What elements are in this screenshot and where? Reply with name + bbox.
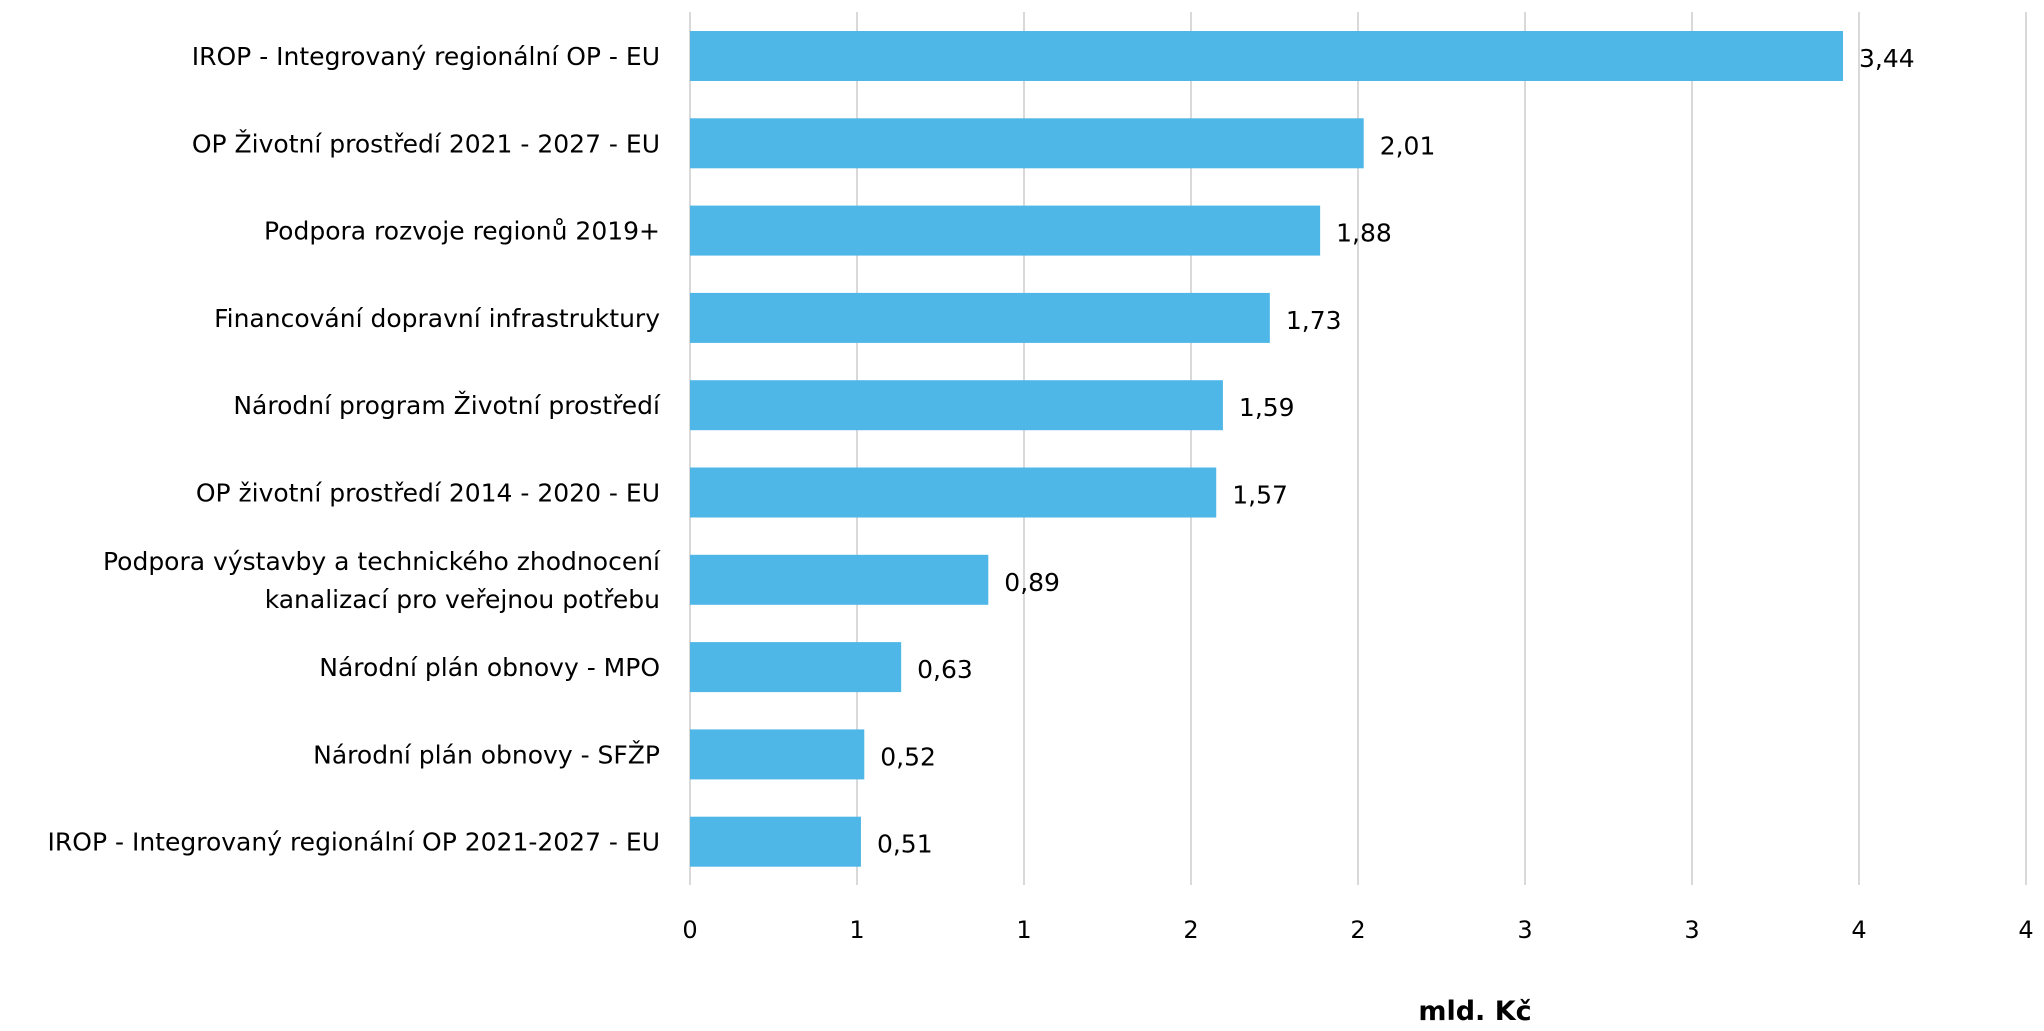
x-tick-label: 4 — [1851, 916, 1866, 944]
data-label: 0,51 — [877, 830, 933, 859]
data-label: 0,89 — [1004, 568, 1060, 597]
x-tick-label: 0 — [682, 916, 697, 944]
x-tick-label: 1 — [1016, 916, 1031, 944]
data-label: 1,57 — [1232, 481, 1288, 510]
category-label: kanalizací pro veřejnou potřebu — [265, 585, 660, 614]
bar — [690, 642, 902, 693]
category-label: Podpora výstavby a technického zhodnocen… — [103, 547, 661, 576]
x-tick-label: 2 — [1183, 916, 1198, 944]
category-label: OP životní prostředí 2014 - 2020 - EU — [196, 479, 660, 508]
bar — [690, 205, 1321, 256]
category-label: Národní plán obnovy - MPO — [319, 653, 660, 682]
value-labels: 3,44 2,01 1,88 1,73 1,59 1,57 0,89 0,63 0,52 0,51 — [877, 44, 1915, 859]
bar — [690, 467, 1217, 518]
category-labels: IROP - Integrovaný regionální OP - EU OP … — [48, 42, 661, 857]
data-label: 2,01 — [1380, 131, 1436, 160]
x-tick-label: 3 — [1684, 916, 1699, 944]
bar — [690, 729, 865, 780]
category-label: Národní plán obnovy - SFŽP — [313, 740, 660, 769]
x-tick-label: 1 — [849, 916, 864, 944]
x-tick-label: 4 — [2018, 916, 2033, 944]
data-label: 1,59 — [1239, 393, 1295, 422]
x-tick-label: 2 — [1350, 916, 1365, 944]
category-label: Podpora rozvoje regionů 2019+ — [264, 217, 660, 246]
bars — [690, 31, 1843, 867]
bar — [690, 292, 1270, 343]
category-label: OP Životní prostředí 2021 - 2027 - EU — [192, 129, 660, 158]
bar — [690, 118, 1364, 169]
x-tick-label: 3 — [1517, 916, 1532, 944]
bar — [690, 31, 1843, 81]
bar — [690, 380, 1223, 431]
data-label: 3,44 — [1859, 44, 1915, 73]
bar — [690, 816, 861, 867]
category-label: Národní program Životní prostředí — [233, 391, 661, 420]
x-axis-tick-labels: 0 1 1 2 2 3 3 4 4 — [682, 916, 2033, 944]
category-label: IROP - Integrovaný regionální OP 2021-20… — [48, 828, 660, 857]
category-label: Financování dopravní infrastruktury — [214, 304, 660, 333]
data-label: 1,73 — [1286, 306, 1342, 335]
x-axis-title: mld. Kč — [1418, 996, 1531, 1027]
data-label: 1,88 — [1336, 219, 1392, 248]
data-label: 0,52 — [880, 742, 936, 771]
data-label: 0,63 — [917, 655, 973, 684]
bar — [690, 554, 989, 605]
category-label: IROP - Integrovaný regionální OP - EU — [192, 42, 660, 71]
